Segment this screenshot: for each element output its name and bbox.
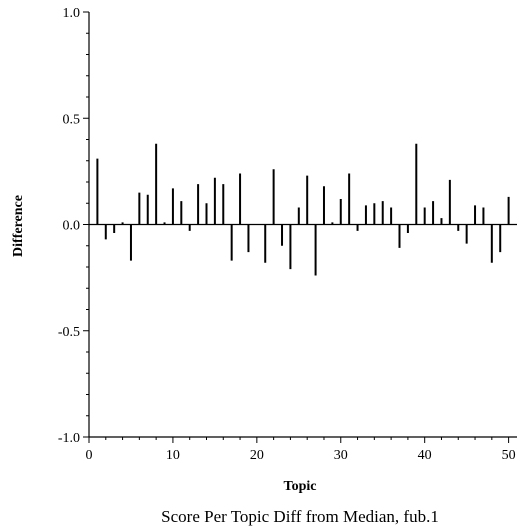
- y-tick-label: -0.5: [58, 325, 80, 340]
- tick-labels: -1.0 -0.5 0.0 0.5 1.0 0 10 20 30 40 50: [58, 6, 516, 463]
- y-tick-label: 1.0: [63, 6, 81, 21]
- x-axis-title: Topic: [284, 479, 317, 494]
- x-tick-label: 20: [250, 448, 264, 463]
- y-tick-label: 0.0: [63, 219, 81, 234]
- x-tick-label: 50: [502, 448, 516, 463]
- axes: [83, 11, 517, 443]
- x-tick-label: 40: [418, 448, 432, 463]
- x-tick-label: 30: [334, 448, 348, 463]
- bars: [96, 143, 510, 276]
- chart-title: Score Per Topic Diff from Median, fub.1: [161, 507, 439, 526]
- y-axis-title: Difference: [11, 195, 26, 257]
- y-tick-label: -1.0: [58, 431, 80, 446]
- x-tick-label: 0: [86, 448, 93, 463]
- y-tick-label: 0.5: [63, 112, 81, 127]
- x-tick-label: 10: [166, 448, 180, 463]
